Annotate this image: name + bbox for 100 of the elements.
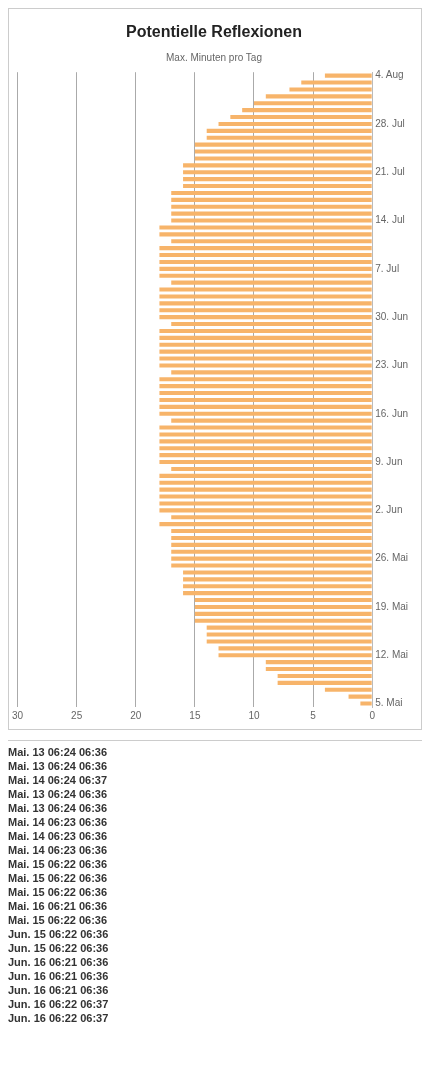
text: Jun. 16 06:21 06:36 — [8, 955, 110, 969]
text: Mai. 13 06:24 06:36 — [8, 801, 109, 815]
bar — [159, 259, 372, 265]
x-tick-label: 25 — [71, 709, 83, 721]
text: Mai. 16 06:21 06:36 — [8, 899, 109, 913]
bar — [194, 604, 372, 610]
bar — [183, 570, 372, 575]
bar — [159, 335, 372, 340]
bar — [159, 425, 372, 430]
bar — [324, 73, 372, 78]
bar — [218, 646, 372, 651]
text: Mai. 13 06:24 06:36 — [8, 745, 109, 759]
y-tick-label: 30. Jun — [375, 310, 409, 322]
bar — [183, 183, 372, 189]
bar — [159, 342, 372, 347]
chart-subtitle: Max. Minuten pro Tag — [166, 51, 262, 63]
bar — [159, 273, 372, 278]
text: Mai. 14 06:23 06:36 — [8, 815, 109, 829]
bar — [194, 142, 372, 147]
bar — [171, 418, 372, 423]
bar — [159, 508, 372, 513]
bar — [183, 163, 372, 168]
bar — [253, 101, 372, 106]
bar — [171, 218, 372, 223]
bar — [159, 308, 372, 313]
bar — [159, 328, 372, 334]
bar — [171, 528, 372, 534]
bar — [171, 211, 372, 216]
bar — [171, 542, 372, 547]
bar — [183, 584, 372, 589]
bar — [159, 404, 372, 409]
bar — [265, 660, 372, 665]
bar — [159, 459, 372, 465]
x-tick-label: 15 — [189, 709, 201, 721]
text: Mai. 13 06:24 06:36 — [8, 759, 109, 773]
bar — [230, 114, 372, 120]
text: Jun. 16 06:21 06:36 — [8, 983, 110, 997]
bar — [194, 149, 372, 154]
x-tick-label: 5 — [310, 709, 317, 721]
bar — [265, 94, 372, 99]
bar — [159, 501, 372, 506]
text: Mai. 15 06:22 06:36 — [8, 885, 109, 899]
bar — [171, 197, 372, 202]
y-tick-label: 26. Mai — [375, 552, 408, 564]
y-tick-label: 5. Mai — [375, 697, 403, 709]
text: Jun. 15 06:22 06:36 — [8, 927, 110, 941]
bar — [159, 287, 372, 292]
y-tick-label: 23. Jun — [375, 359, 409, 371]
bar — [206, 135, 372, 140]
y-tick-label: 9. Jun — [375, 455, 403, 467]
text: Jun. 16 06:22 06:37 — [8, 997, 110, 1011]
bar — [277, 673, 372, 679]
bar — [159, 439, 372, 444]
bar — [171, 535, 372, 541]
bar — [159, 349, 372, 354]
text: Mai. 14 06:24 06:37 — [8, 773, 109, 787]
bar — [159, 453, 372, 458]
y-tick-label: 21. Jul — [375, 166, 405, 177]
bar — [206, 639, 372, 644]
y-tick-label: 16. Jun — [375, 407, 409, 419]
text: Mai. 15 06:22 06:36 — [8, 913, 109, 927]
bar — [277, 680, 372, 685]
bar — [171, 549, 372, 554]
bar — [159, 363, 372, 368]
bar — [183, 577, 372, 582]
bar — [194, 618, 372, 623]
text: Jun. 16 06:21 06:36 — [8, 969, 110, 983]
bar — [171, 321, 372, 327]
bar — [159, 246, 372, 251]
text: Mai. 15 06:22 06:36 — [8, 857, 109, 871]
text: Mai. 14 06:23 06:36 — [8, 829, 109, 843]
bar — [171, 239, 372, 244]
bar — [171, 280, 372, 285]
text: Mai. 14 06:23 06:36 — [8, 843, 109, 857]
bar — [159, 232, 372, 237]
bar — [218, 653, 372, 658]
y-tick-label: 14. Jul — [375, 214, 405, 226]
y-tick-label: 2. Jun — [375, 504, 403, 516]
bar — [159, 301, 372, 306]
bar — [171, 515, 372, 520]
bar — [159, 377, 372, 382]
x-tick-label: 30 — [12, 709, 24, 721]
bar — [171, 204, 372, 209]
x-tick-label: 10 — [248, 709, 260, 721]
bar — [183, 177, 372, 182]
bar — [171, 556, 372, 561]
x-tick-label: 20 — [130, 709, 142, 721]
bar — [159, 356, 372, 361]
bar — [194, 611, 372, 616]
chart-title: Potentielle Reflexionen — [125, 23, 303, 41]
text: Jun. 15 06:22 06:36 — [8, 941, 110, 955]
bar — [159, 494, 372, 499]
bar — [206, 625, 372, 630]
bar — [183, 591, 372, 596]
bar — [159, 384, 372, 389]
y-tick-label: 12. Mai — [375, 649, 408, 660]
bar — [194, 156, 372, 161]
text: Mai. 15 06:22 06:36 — [8, 871, 109, 885]
bar — [159, 266, 372, 271]
bar — [159, 480, 372, 485]
